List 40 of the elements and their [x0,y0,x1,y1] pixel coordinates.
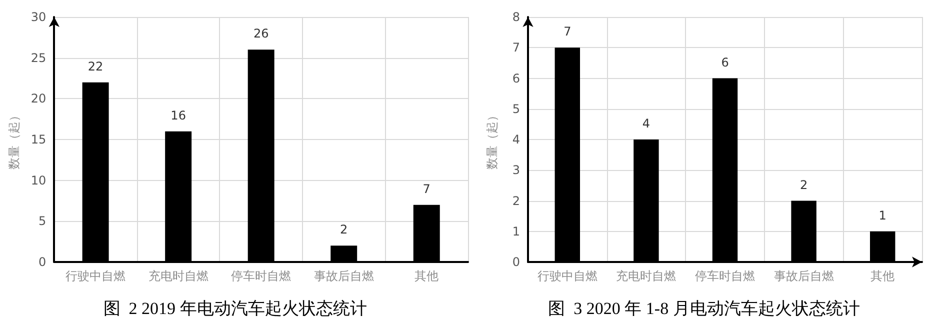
y-tick-label: 8 [512,10,520,24]
y-tick-label: 1 [512,224,520,238]
y-tick-label: 30 [30,10,46,24]
y-tick-label: 4 [512,132,520,146]
data-label: 2 [800,178,808,192]
data-label: 4 [642,116,650,130]
y-tick-label: 0 [38,255,46,269]
text: 图 2 2019 年电动汽车起火状态统计 [103,299,367,318]
x-tick-label: 充电时自燃 [148,269,208,283]
data-label: 1 [878,208,886,222]
data-label: 7 [422,182,430,196]
y-tick-label: 2 [512,194,520,208]
data-label: 2 [340,222,348,237]
y-tick-label: 20 [30,92,46,106]
y-tick-label: 25 [30,50,46,65]
x-tick-label: 停车时自燃 [695,269,755,283]
x-tick-label: 充电时自燃 [616,269,676,283]
text: 图 3 2020 年 1-8 月电动汽车起火状态统计 [548,299,860,318]
data-label: 6 [721,55,729,70]
x-tick-label: 事故后自燃 [774,269,834,283]
x-tick-label: 其他 [870,269,895,283]
y-tick-label: 5 [38,214,46,228]
data-label: 16 [170,108,186,122]
x-tick-label: 事故后自燃 [314,269,374,283]
y-axis-title: 数量（起） [7,110,21,170]
data-label: 22 [88,59,104,74]
x-tick-label: 行驶中自燃 [537,269,598,283]
y-tick-label: 0 [512,255,520,269]
y-tick-label: 6 [512,71,520,86]
x-tick-label: 其他 [414,269,439,283]
y-tick-label: 15 [30,132,46,146]
y-tick-label: 5 [512,102,520,116]
x-tick-label: 行驶中自燃 [66,269,126,283]
data-label: 26 [253,26,269,41]
data-label: 7 [564,24,572,39]
y-tick-label: 10 [30,173,46,188]
y-axis-title: 数量（起） [485,110,499,170]
y-tick-label: 7 [512,40,520,55]
x-tick-label: 停车时自燃 [231,269,292,283]
y-tick-label: 3 [512,163,520,178]
